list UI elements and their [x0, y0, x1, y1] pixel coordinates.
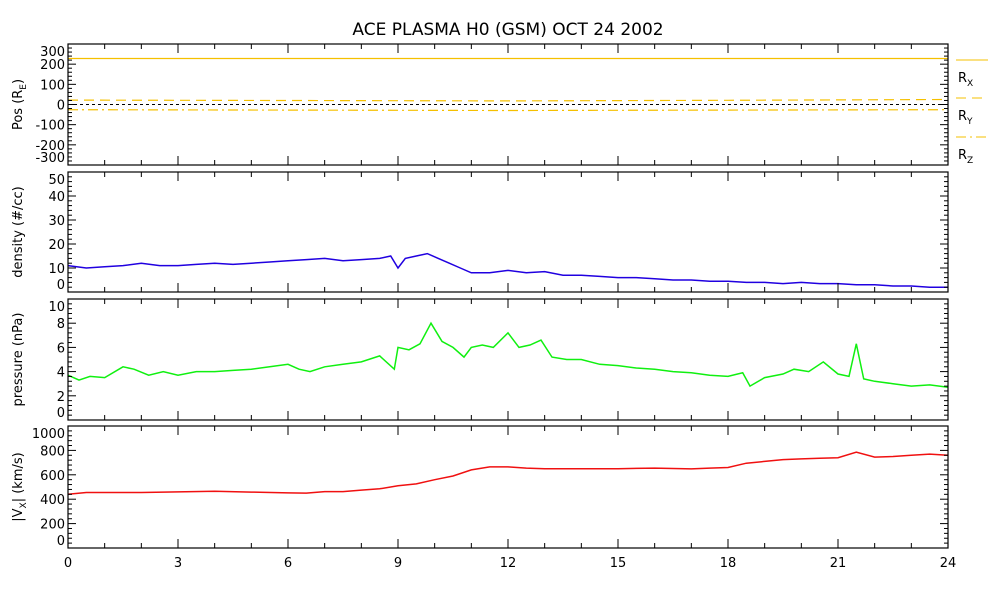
y-tick-label: 40 — [48, 190, 65, 205]
y-tick-label: 0 — [57, 406, 65, 421]
y-tick-label: -100 — [35, 119, 65, 134]
y-tick-label: 6 — [57, 341, 65, 356]
chart-title: ACE PLASMA H0 (GSM) OCT 24 2002 — [352, 20, 664, 40]
legend-label: RY — [958, 109, 973, 127]
series-line-ry — [67, 98, 949, 102]
y-tick-label: 800 — [40, 444, 65, 459]
y-tick-label: 10 — [48, 300, 65, 315]
y-tick-label: 600 — [40, 469, 65, 484]
y-tick-label: 200 — [40, 518, 65, 533]
y-tick-label: 400 — [40, 493, 65, 508]
y-tick-label: 0 — [57, 278, 65, 293]
y-tick-label: 100 — [40, 78, 65, 93]
x-tick-label: 18 — [720, 556, 737, 571]
series-line-rz — [67, 109, 949, 112]
plot-frame — [67, 171, 949, 293]
y-axis-label: density (#/cc) — [11, 186, 26, 278]
y-tick-label: 4 — [57, 366, 65, 381]
plot-frame — [67, 425, 949, 549]
y-tick-label: 30 — [48, 214, 65, 229]
y-tick-label: -200 — [35, 139, 65, 154]
y-tick-label: 1000 — [32, 427, 65, 442]
panel-pressure: 02 4 6 8 10 pressure (nPa) — [11, 298, 949, 421]
legend-label: RZ — [958, 148, 973, 166]
x-tick-label: 15 — [610, 556, 627, 571]
y-tick-label: 20 — [48, 238, 65, 253]
y-tick-label: 200 — [40, 58, 65, 73]
y-axis-label: pressure (nPa) — [11, 313, 26, 407]
series-line-vx — [67, 451, 949, 496]
y-axis-label: |VX| (km/s) — [11, 452, 29, 521]
x-tick-label: 24 — [940, 556, 957, 571]
y-tick-label: 0 — [57, 99, 65, 114]
x-tick-label: 9 — [394, 556, 402, 571]
series-line-density — [67, 252, 948, 288]
x-tick-label: 21 — [830, 556, 847, 571]
y-axis-label: Pos (RE) — [11, 79, 29, 130]
legend-label: RX — [958, 71, 973, 89]
y-tick-label: -300 — [35, 151, 65, 166]
y-tick-label: 8 — [57, 317, 65, 332]
y-tick-label: 2 — [57, 390, 65, 405]
legend: RX RY RZ — [956, 59, 988, 166]
x-tick-label: 0 — [64, 556, 72, 571]
y-tick-label: 300 — [40, 45, 65, 60]
x-tick-label: 12 — [500, 556, 517, 571]
x-tick-label: 3 — [174, 556, 182, 571]
plot-frame — [67, 298, 949, 421]
y-tick-label: 50 — [48, 173, 65, 188]
x-tick-label: 6 — [284, 556, 292, 571]
series-line-pressure — [67, 321, 949, 389]
panel-density: 010 20 30 40 50 density (#/cc) — [11, 171, 949, 293]
y-tick-label: 0 — [57, 534, 65, 549]
y-tick-label: 10 — [48, 262, 65, 277]
